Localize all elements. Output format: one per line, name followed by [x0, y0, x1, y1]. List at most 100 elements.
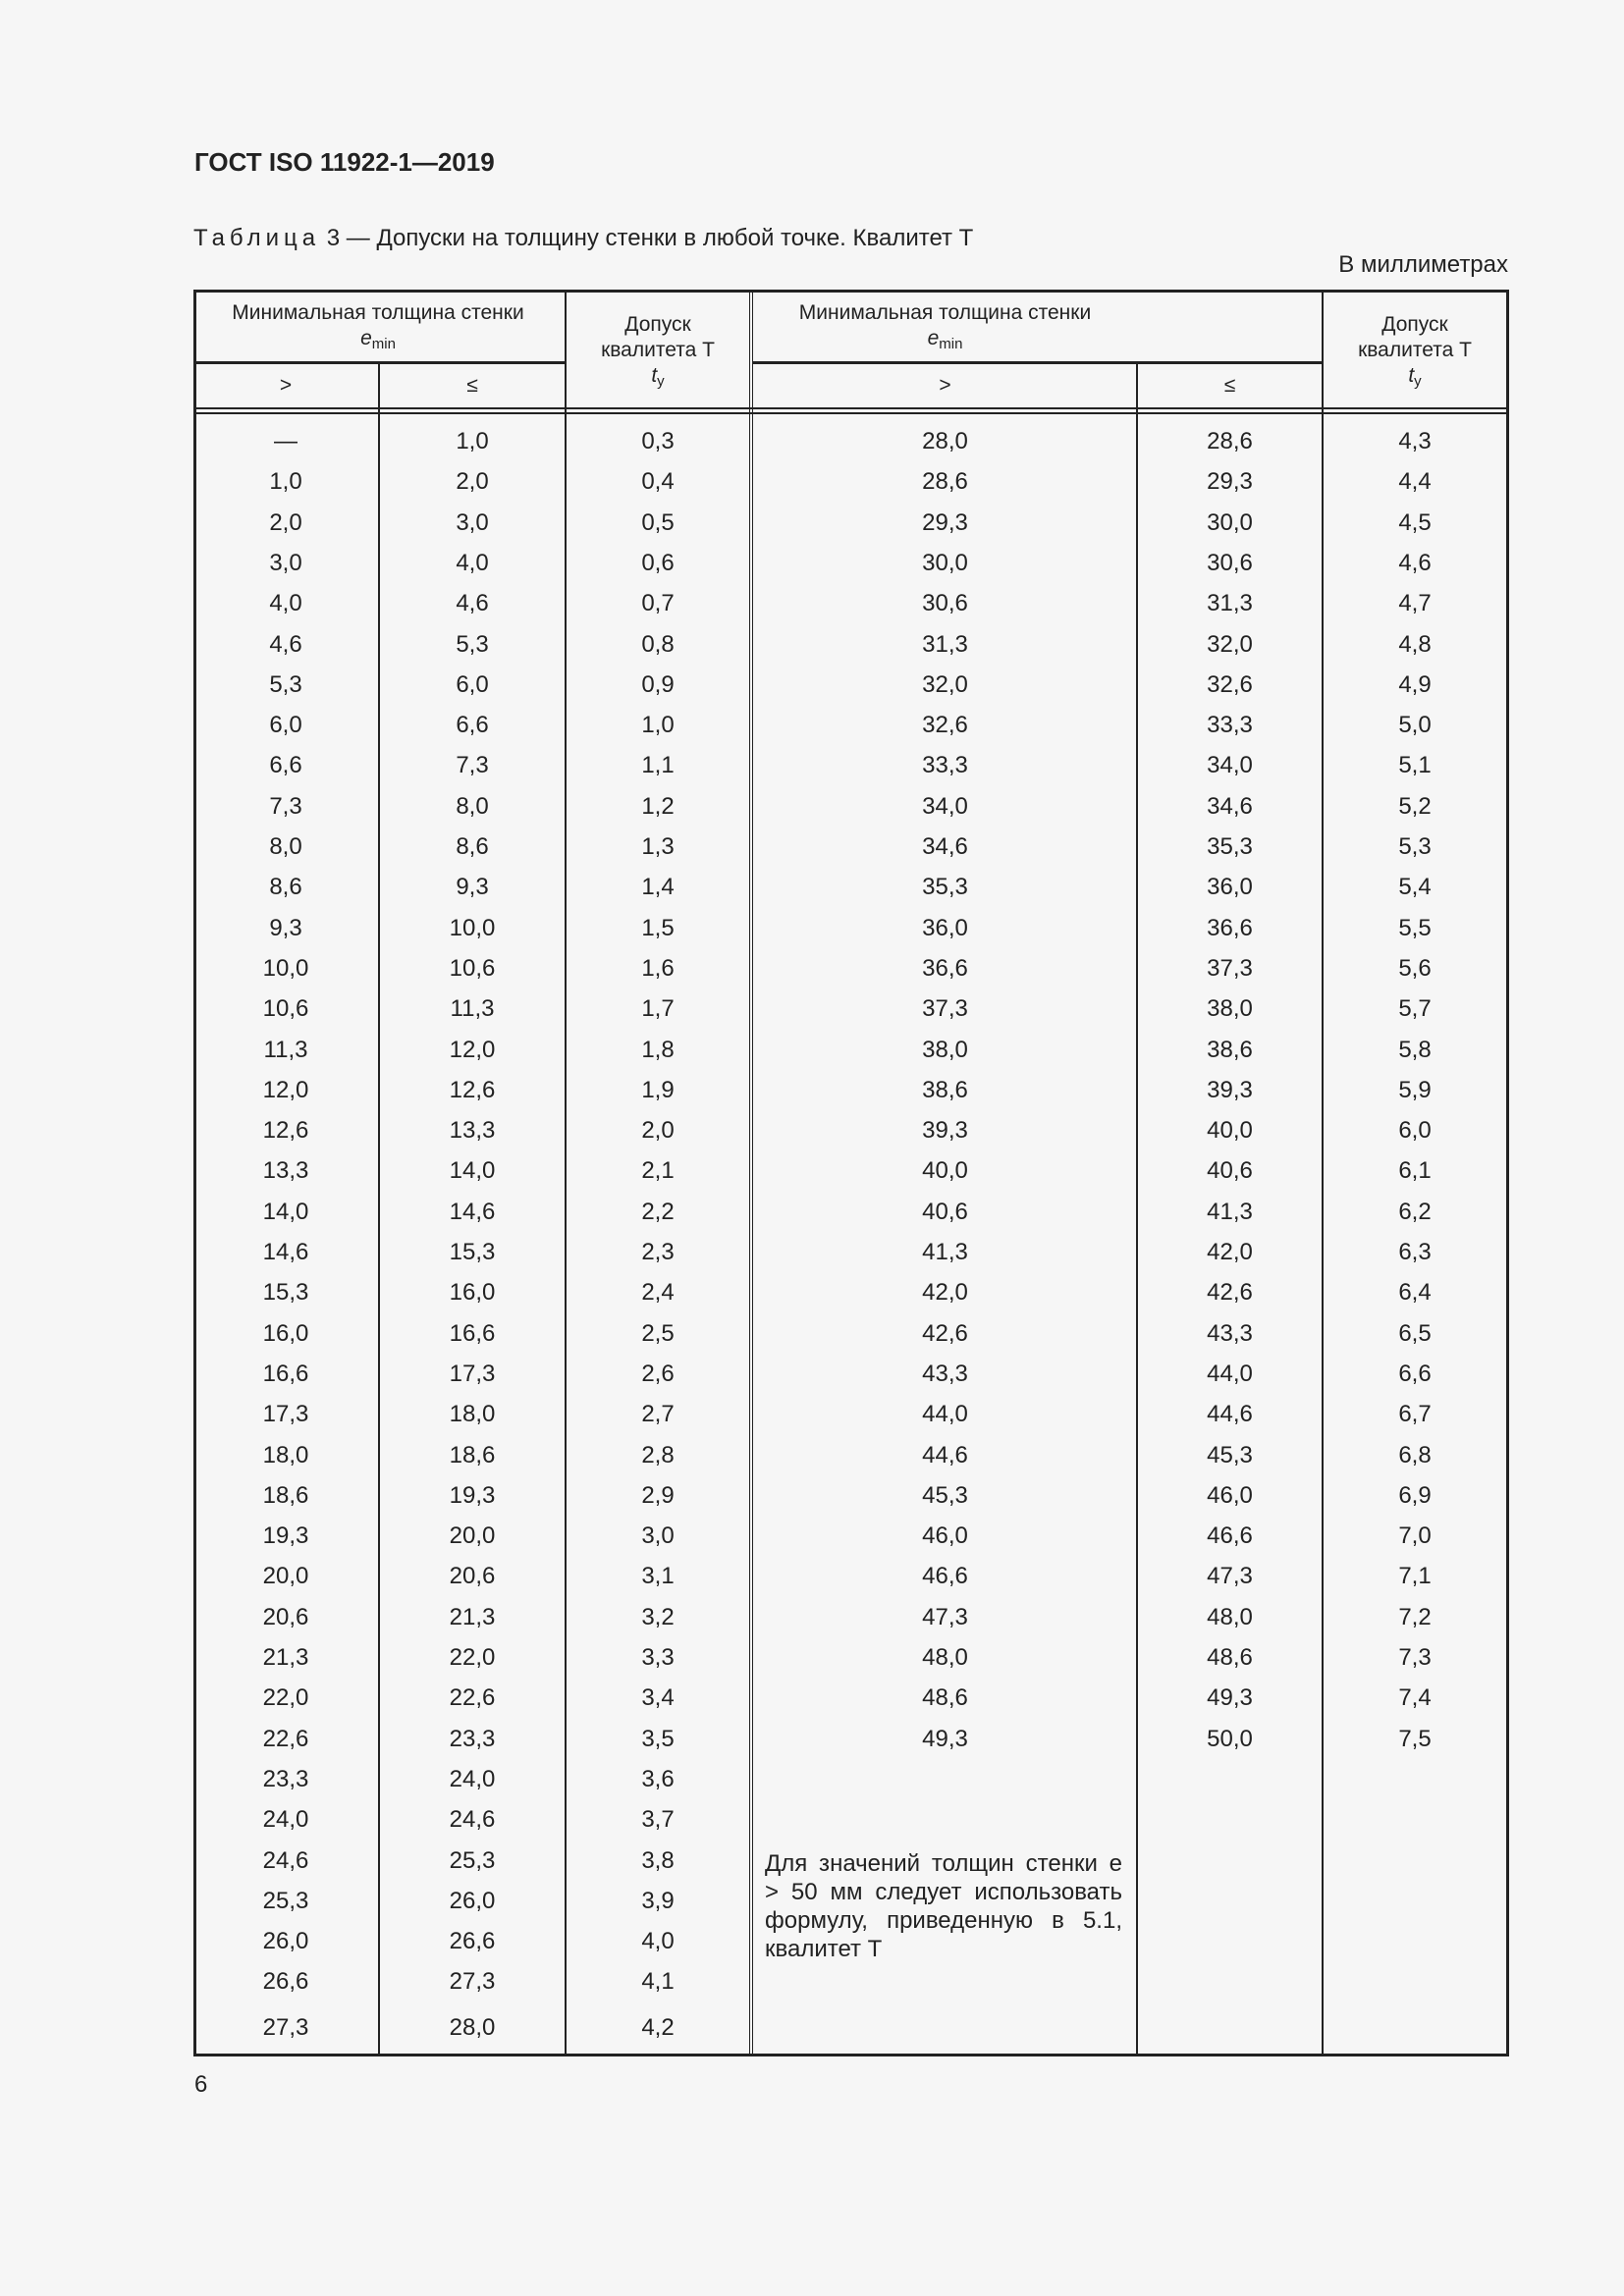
table-cell: 3,0 [269, 549, 302, 576]
table-cell: 3,3 [641, 1644, 675, 1671]
header-text: квалитета Т [1358, 339, 1472, 361]
table-cell: 23,3 [262, 1765, 309, 1792]
table-cell: 3,1 [641, 1563, 675, 1590]
caption-prefix: Таблица [193, 225, 321, 251]
table-cell: 20,0 [262, 1563, 309, 1590]
header-text: Минимальная толщина стенки [232, 301, 524, 324]
table-cell: 27,3 [262, 2013, 309, 2041]
table-cell: 7,3 [456, 752, 489, 779]
t-symbol: t [1408, 364, 1415, 387]
table-cell: 44,0 [922, 1401, 968, 1428]
table-cell: 42,0 [1207, 1239, 1253, 1265]
table-cell: 49,3 [922, 1725, 968, 1752]
table-cell: 25,3 [449, 1846, 496, 1874]
t-symbol: t [651, 364, 658, 387]
table-cell: 34,0 [1207, 752, 1253, 779]
table-cell: 12,6 [262, 1117, 309, 1145]
table-cell: 17,3 [449, 1360, 496, 1387]
table-cell: 45,3 [922, 1481, 968, 1509]
table-cell: 7,4 [1398, 1684, 1432, 1712]
table-cell: 32,6 [922, 712, 968, 739]
table-cell: 12,6 [449, 1076, 496, 1103]
table-cell: 38,0 [922, 1036, 968, 1063]
table-cell: 46,6 [1207, 1522, 1253, 1550]
table-cell: 18,6 [262, 1481, 309, 1509]
table-cell: 5,3 [456, 630, 489, 658]
table-cell: 1,7 [641, 995, 675, 1023]
table-cell: 6,6 [456, 712, 489, 739]
table-cell: 2,8 [641, 1441, 675, 1468]
table-cell: 35,3 [1207, 833, 1253, 860]
units-label: В миллиметрах [1338, 251, 1508, 278]
table-cell: 46,6 [922, 1563, 968, 1590]
header-le-left: ≤ [466, 374, 478, 397]
table-cell: 1,1 [641, 752, 675, 779]
table-cell: 0,6 [641, 549, 675, 576]
table-cell: 2,0 [269, 508, 302, 536]
table-cell: 4,1 [641, 1968, 675, 1996]
table-cell: 25,3 [262, 1887, 309, 1914]
table-cell: 30,0 [1207, 508, 1253, 536]
table-cell: 34,6 [1207, 792, 1253, 820]
table-cell: 0,8 [641, 630, 675, 658]
table-note: Для значений толщин стенки е > 50 мм сле… [765, 1850, 1122, 1962]
table-border-top [193, 290, 1509, 293]
table-cell: 22,6 [262, 1725, 309, 1752]
table-cell: 2,7 [641, 1401, 675, 1428]
table-cell: 10,6 [262, 995, 309, 1023]
table-cell: 22,0 [449, 1644, 496, 1671]
table-cell: 6,0 [1398, 1117, 1432, 1145]
table-cell: 10,0 [262, 954, 309, 982]
header-min-thickness-left: Минимальная толщина стенки emin [193, 300, 563, 357]
col-divider [752, 290, 753, 2056]
table-cell: 4,6 [269, 630, 302, 658]
table-cell: 0,3 [641, 428, 675, 454]
table-cell: 0,9 [641, 670, 675, 698]
table-cell: 30,6 [922, 590, 968, 617]
table-cell: 47,3 [922, 1603, 968, 1630]
table-cell: 5,9 [1398, 1076, 1432, 1103]
table-caption: Таблица 3 — Допуски на толщину стенки в … [193, 225, 973, 252]
table-cell: 4,3 [1398, 428, 1432, 454]
t-y-symbol: ty [566, 363, 750, 395]
table-cell: 42,6 [922, 1319, 968, 1347]
e-min-symbol: emin [193, 326, 563, 357]
table-cell: 5,8 [1398, 1036, 1432, 1063]
table-cell: 3,9 [641, 1887, 675, 1914]
table-cell: 37,3 [922, 995, 968, 1023]
table-cell: 4,0 [641, 1928, 675, 1955]
e-symbol: e [927, 327, 940, 349]
table-cell: 16,6 [449, 1319, 496, 1347]
table-cell: 24,0 [449, 1765, 496, 1792]
table-cell: 46,0 [922, 1522, 968, 1550]
table-cell: 43,3 [1207, 1319, 1253, 1347]
table-cell: 5,5 [1398, 914, 1432, 941]
table-cell: 48,0 [1207, 1603, 1253, 1630]
table-border-bottom [193, 2054, 1509, 2056]
header-tolerance-left: Допуск квалитета Т ty [566, 312, 750, 395]
table-cell: 8,0 [456, 792, 489, 820]
table-cell: 1,4 [641, 874, 675, 901]
table-cell: 7,3 [269, 792, 302, 820]
table-cell: 41,3 [1207, 1198, 1253, 1225]
col-divider [378, 363, 380, 2056]
table-cell: 6,9 [1398, 1481, 1432, 1509]
table-cell: 33,3 [1207, 712, 1253, 739]
table-cell: 3,4 [641, 1684, 675, 1712]
table-cell: 38,0 [1207, 995, 1253, 1023]
header-gt-right: > [939, 374, 951, 397]
table-cell: 0,4 [641, 468, 675, 496]
table-cell: 2,0 [641, 1117, 675, 1145]
table-cell: 4,0 [456, 549, 489, 576]
table-cell: 14,0 [262, 1198, 309, 1225]
table-cell: 7,0 [1398, 1522, 1432, 1550]
table-cell: 9,3 [456, 874, 489, 901]
table-cell: 36,6 [922, 954, 968, 982]
table-cell: 38,6 [922, 1076, 968, 1103]
table-cell: 4,9 [1398, 670, 1432, 698]
table-cell: 5,6 [1398, 954, 1432, 982]
e-sub: min [939, 336, 963, 352]
table-cell: 32,0 [922, 670, 968, 698]
table-cell: 16,6 [262, 1360, 309, 1387]
table-cell: 6,7 [1398, 1401, 1432, 1428]
